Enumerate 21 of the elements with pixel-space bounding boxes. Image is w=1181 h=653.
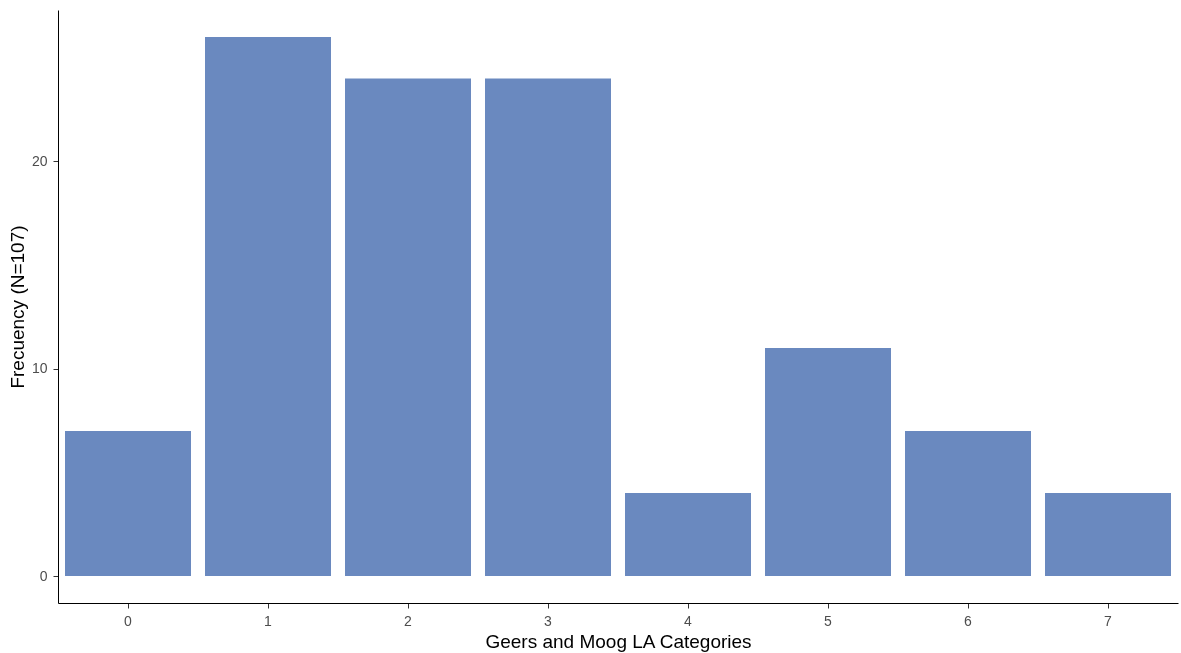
- bar: [905, 430, 1031, 577]
- x-tick-label: 6: [964, 612, 973, 629]
- bar: [625, 493, 751, 577]
- x-tick-label: 2: [404, 612, 413, 629]
- x-tick-label: 3: [544, 612, 553, 629]
- x-tick-label: 1: [264, 612, 273, 629]
- x-tick-label: 5: [824, 612, 833, 629]
- bar: [1045, 493, 1171, 577]
- x-tick-label: 0: [124, 612, 133, 629]
- bar: [205, 36, 331, 577]
- bar: [65, 430, 191, 577]
- bar: [765, 347, 891, 577]
- x-tick-label: 7: [1104, 612, 1113, 629]
- bar: [345, 78, 471, 577]
- y-tick-label: 10: [31, 360, 48, 377]
- x-axis-title: Geers and Moog LA Categories: [485, 630, 752, 652]
- y-axis-title: Frecuency (N=107): [6, 225, 28, 389]
- x-tick-label: 4: [684, 612, 693, 629]
- y-tick-label: 0: [39, 567, 48, 584]
- bar: [485, 78, 611, 577]
- y-tick-label: 20: [31, 152, 48, 169]
